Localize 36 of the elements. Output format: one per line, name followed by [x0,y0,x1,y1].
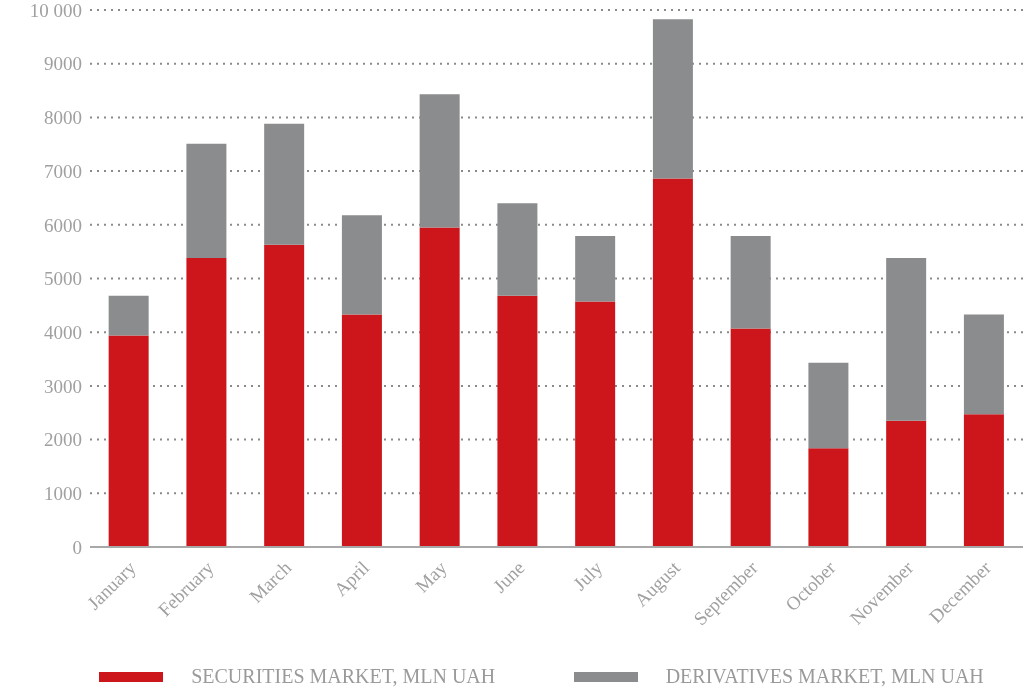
bar [963,414,1004,547]
y-tick-label: 9000 [44,53,82,75]
bar [186,143,227,259]
y-tick-label: 3000 [44,375,82,397]
bar [186,258,227,547]
x-tick-label: June [488,556,529,597]
y-tick-label: 1000 [44,483,82,505]
bar [341,215,382,315]
bar [497,295,538,547]
bar [963,314,1004,415]
bar [575,301,616,547]
y-tick-label: 10 000 [29,0,82,21]
bar [730,328,771,547]
x-tick-label: July [568,556,607,595]
y-tick-label: 0 [72,536,82,558]
x-tick-label: May [411,556,452,597]
y-tick-label: 4000 [44,321,82,343]
bar [108,295,149,336]
bar [886,258,927,421]
y-tick-label: 2000 [44,429,82,451]
bar [730,236,771,329]
y-tick-label: 6000 [44,214,82,236]
y-tick-label: 5000 [44,268,82,290]
bar [419,227,460,547]
bar [808,448,849,547]
bar [264,244,305,547]
legend-label: SECURITIES MARKET, MLN UAH [191,665,496,688]
bar [886,420,927,547]
bar [264,123,305,245]
legend-label: DERIVATIVES MARKET, MLN UAH [665,665,984,688]
bar [808,362,849,449]
bar [652,178,693,547]
y-tick-label: 8000 [44,107,82,129]
y-tick-label: 7000 [44,160,82,182]
bar [341,314,382,547]
bar [108,335,149,547]
